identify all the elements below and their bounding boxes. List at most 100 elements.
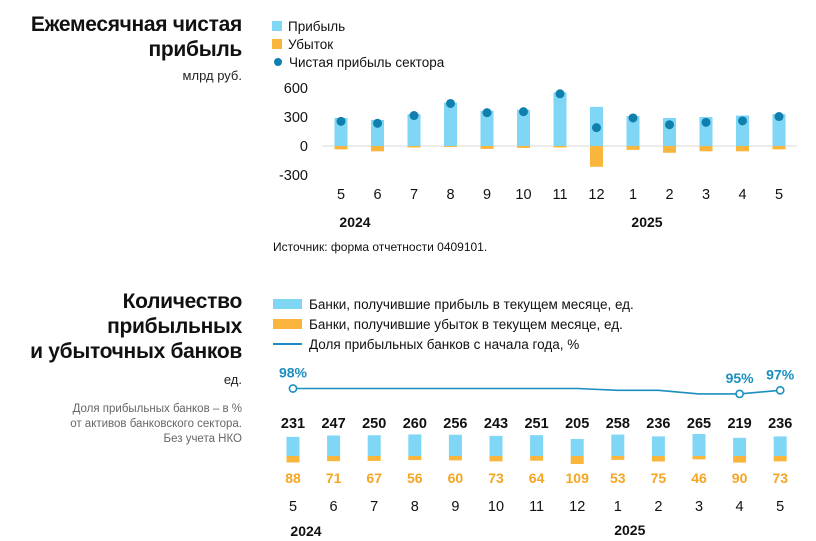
loss-bar: [590, 146, 603, 167]
bottom-title-line3: и убыточных банков: [30, 340, 242, 363]
profit-bar: [371, 119, 384, 146]
x-tick-label: 8: [411, 499, 419, 515]
profit-banks-bar: [692, 434, 706, 456]
loss-banks-bar: [408, 456, 422, 461]
share-value-label: 98%: [279, 365, 308, 381]
x-tick-label: 9: [483, 187, 491, 203]
profit-banks-bar: [327, 435, 341, 456]
legend-item-loss-banks: Банки, получившие убыток в текущем месяц…: [273, 314, 634, 334]
profit-banks-value: 231: [281, 416, 305, 432]
net-profit-dot: [519, 107, 528, 117]
loss-banks-bar: [286, 456, 300, 463]
profit-banks-bar: [530, 435, 544, 456]
bottom-unit-label: ед.: [223, 372, 242, 387]
loss-banks-bar: [327, 456, 341, 462]
net-profit-dot: [628, 113, 638, 123]
loss-bar: [626, 146, 640, 150]
loss-banks-bar: [448, 456, 462, 461]
loss-bar: [699, 146, 713, 152]
loss-banks-bar: [530, 456, 544, 461]
top-chart-title: Ежемесячная чистая прибыль: [31, 12, 242, 62]
legend-item-loss: Убыток: [272, 35, 444, 53]
net-profit-dot: [446, 98, 455, 108]
x-tick-label: 3: [702, 187, 710, 203]
x-tick-label: 5: [775, 187, 783, 203]
loss-banks-value: 53: [610, 470, 626, 486]
loss-bar: [553, 146, 567, 148]
bottom-title-line2: прибыльных: [107, 315, 242, 338]
note-line2: от активов банковского сектора.: [70, 418, 242, 430]
profit-banks-value: 236: [768, 416, 792, 432]
loss-banks-value: 109: [566, 470, 590, 486]
loss-banks-value: 88: [285, 470, 301, 486]
profit-banks-bar: [570, 438, 584, 456]
x-tick-label: 9: [451, 499, 459, 515]
source-note: Источник: форма отчетности 0409101.: [273, 240, 488, 254]
net-profit-dot: [665, 120, 674, 130]
profit-banks-bar: [448, 434, 462, 456]
profit-banks-value: 243: [484, 416, 508, 432]
x-tick-label: 11: [552, 187, 567, 203]
legend-item-profit: Прибыль: [272, 17, 444, 35]
profit-bar: [517, 109, 530, 146]
loss-banks-value: 46: [691, 470, 707, 486]
net-profit-dot: [774, 112, 784, 122]
profit-banks-value: 258: [606, 416, 630, 432]
loss-banks-bar: [611, 456, 625, 460]
loss-banks-value: 73: [488, 470, 504, 486]
x-tick-label: 6: [373, 187, 381, 203]
profit-bar: [334, 117, 348, 146]
loss-banks-value: 60: [448, 470, 464, 486]
profit-banks-value: 247: [321, 416, 345, 432]
profit-bar: [407, 114, 421, 146]
loss-banks-value: 56: [407, 470, 423, 486]
y-tick-label: -300: [279, 168, 308, 184]
loss-banks-value: 67: [366, 470, 382, 486]
legend-label: Банки, получившие убыток в текущем месяц…: [309, 316, 623, 332]
net-profit-dot: [336, 116, 346, 126]
loss-banks-bar: [733, 456, 747, 463]
profit-banks-value: 256: [443, 416, 467, 432]
loss-bar: [407, 146, 421, 148]
loss-bar: [736, 146, 749, 152]
net-profit-dot: [738, 116, 747, 126]
profit-banks-bar: [286, 436, 300, 456]
profit-banks-value: 250: [362, 416, 386, 432]
loss-banks-value: 75: [651, 470, 667, 486]
loss-banks-bar: [651, 456, 665, 462]
x-tick-label: 1: [614, 499, 622, 515]
profit-banks-value: 260: [403, 416, 427, 432]
loss-bar: [663, 146, 676, 153]
x-tick-label: 12: [569, 499, 585, 515]
x-tick-label: 5: [289, 499, 297, 515]
profit-banks-swatch: [273, 299, 302, 309]
loss-banks-bar: [489, 456, 503, 462]
x-tick-label: 1: [629, 187, 637, 203]
profit-banks-bar: [408, 434, 422, 456]
x-tick-label: 11: [529, 499, 544, 515]
legend-label: Чистая прибыль сектора: [289, 54, 445, 70]
bottom-chart-title: Количество прибыльных и убыточных банков: [30, 289, 242, 364]
loss-banks-swatch: [273, 319, 302, 329]
x-tick-label: 7: [410, 187, 418, 203]
x-tick-label: 7: [370, 499, 378, 515]
legend-item-share-line: Доля прибыльных банков с начала года, %: [273, 334, 634, 354]
year-label-2024: 2024: [339, 214, 370, 230]
x-tick-label: 4: [736, 499, 744, 515]
year-label-2025: 2025: [614, 522, 645, 538]
y-tick-label: 0: [300, 139, 308, 155]
profit-banks-value: 205: [565, 416, 589, 432]
loss-bar: [517, 146, 530, 148]
loss-bar: [480, 146, 494, 149]
loss-banks-bar: [692, 456, 706, 460]
x-tick-label: 3: [695, 499, 703, 515]
profit-banks-bar: [773, 436, 787, 456]
loss-banks-bar: [773, 456, 787, 462]
top-legend: Прибыль Убыток Чистая прибыль сектора: [272, 17, 444, 71]
profit-banks-bar: [367, 435, 381, 456]
profit-banks-value: 251: [524, 416, 548, 432]
x-tick-label: 10: [515, 187, 531, 203]
loss-banks-value: 90: [732, 470, 748, 486]
profit-banks-bar: [489, 435, 503, 456]
